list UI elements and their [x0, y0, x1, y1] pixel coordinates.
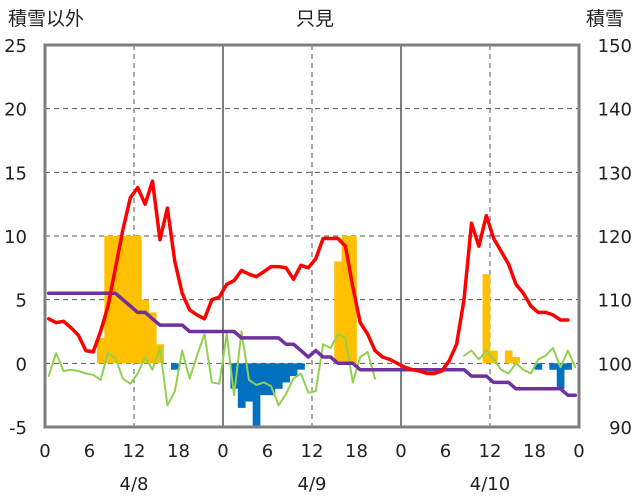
y-right-tick-label: 110	[598, 291, 632, 312]
precip-bar	[349, 236, 357, 364]
y-left-tick-label: 20	[4, 100, 27, 121]
y-right-tick-label: 140	[598, 100, 632, 121]
x-tick-label: 6	[440, 441, 451, 462]
x-tick-label: 12	[123, 441, 146, 462]
precip-bar	[341, 236, 350, 364]
day-label: 4/10	[470, 474, 510, 495]
day-label: 4/9	[298, 474, 327, 495]
precip-bar	[111, 236, 120, 364]
precip-bar	[96, 337, 105, 364]
precip-bar	[126, 236, 135, 364]
snowfall-bar	[289, 363, 298, 377]
snowfall-bar	[245, 363, 253, 402]
x-tick-label: 6	[84, 441, 95, 462]
x-tick-label: 12	[479, 441, 502, 462]
y-left-tick-label: 10	[4, 227, 27, 248]
snowfall-bar	[297, 363, 305, 370]
precip-bar	[148, 312, 157, 364]
y-right-tick-label: 120	[598, 227, 632, 248]
snowfall-bar	[171, 363, 179, 370]
precip-bar	[504, 350, 513, 364]
snowfall-bar	[252, 363, 261, 427]
snowfall-bar	[267, 363, 276, 396]
snowfall-bar	[282, 363, 291, 383]
day-label: 4/8	[120, 474, 149, 495]
y-right-tick-label: 150	[598, 36, 632, 57]
snowfall-bar	[274, 363, 283, 389]
y-left-tick-label: 0	[16, 354, 27, 375]
x-tick-label: 0	[39, 441, 50, 462]
y-left-tick-label: 5	[16, 291, 27, 312]
x-tick-label: 0	[395, 441, 406, 462]
snowfall-bar	[564, 363, 572, 370]
snowfall-bar	[549, 363, 558, 370]
chart-title: 只見	[296, 8, 335, 30]
snowfall-bar	[556, 363, 565, 389]
left-axis-title: 積雪以外	[8, 8, 85, 30]
y-right-tick-label: 90	[609, 418, 632, 439]
y-right-tick-label: 130	[598, 163, 632, 184]
x-tick-label: 12	[301, 441, 324, 462]
x-tick-label: 6	[262, 441, 273, 462]
precip-bar	[141, 299, 150, 364]
x-tick-label: 0	[573, 441, 584, 462]
x-tick-label: 18	[167, 441, 190, 462]
y-left-tick-label: -5	[9, 418, 27, 439]
plot-frame	[43, 43, 581, 429]
precip-bar	[334, 261, 342, 364]
snowfall-bar	[237, 363, 246, 408]
x-tick-label: 0	[217, 441, 228, 462]
snowfall-bar	[534, 363, 543, 370]
y-left-tick-label: 15	[4, 163, 27, 184]
y-right-tick-label: 100	[598, 354, 632, 375]
wind-line	[47, 330, 577, 407]
snowfall-bar	[260, 363, 268, 396]
y-left-tick-label: 25	[4, 36, 27, 57]
x-tick-label: 18	[345, 441, 368, 462]
precip-bar	[512, 356, 520, 364]
precip-bar	[490, 350, 498, 364]
right-axis-title: 積雪	[586, 8, 625, 30]
x-tick-label: 18	[523, 441, 546, 462]
precip-bar	[134, 236, 142, 364]
snow-depth-line	[46, 291, 578, 397]
precip-bar	[482, 274, 491, 364]
snowfall-bar	[230, 363, 239, 389]
temperature-line	[46, 179, 570, 376]
